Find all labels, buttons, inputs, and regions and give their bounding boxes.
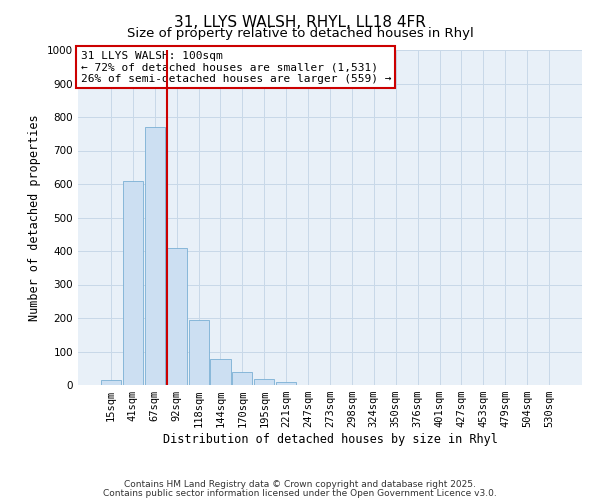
- Bar: [188, 320, 209, 385]
- Bar: [211, 359, 230, 385]
- Text: Contains HM Land Registry data © Crown copyright and database right 2025.: Contains HM Land Registry data © Crown c…: [124, 480, 476, 489]
- Bar: [101, 380, 121, 385]
- Text: Size of property relative to detached houses in Rhyl: Size of property relative to detached ho…: [127, 28, 473, 40]
- Text: Contains public sector information licensed under the Open Government Licence v3: Contains public sector information licen…: [103, 488, 497, 498]
- Bar: [254, 379, 274, 385]
- Bar: [123, 182, 143, 385]
- Bar: [145, 127, 165, 385]
- Bar: [232, 372, 253, 385]
- Text: 31 LLYS WALSH: 100sqm
← 72% of detached houses are smaller (1,531)
26% of semi-d: 31 LLYS WALSH: 100sqm ← 72% of detached …: [80, 50, 391, 84]
- Y-axis label: Number of detached properties: Number of detached properties: [28, 114, 41, 321]
- Bar: [276, 382, 296, 385]
- Text: 31, LLYS WALSH, RHYL, LL18 4FR: 31, LLYS WALSH, RHYL, LL18 4FR: [174, 15, 426, 30]
- Bar: [167, 248, 187, 385]
- X-axis label: Distribution of detached houses by size in Rhyl: Distribution of detached houses by size …: [163, 433, 497, 446]
